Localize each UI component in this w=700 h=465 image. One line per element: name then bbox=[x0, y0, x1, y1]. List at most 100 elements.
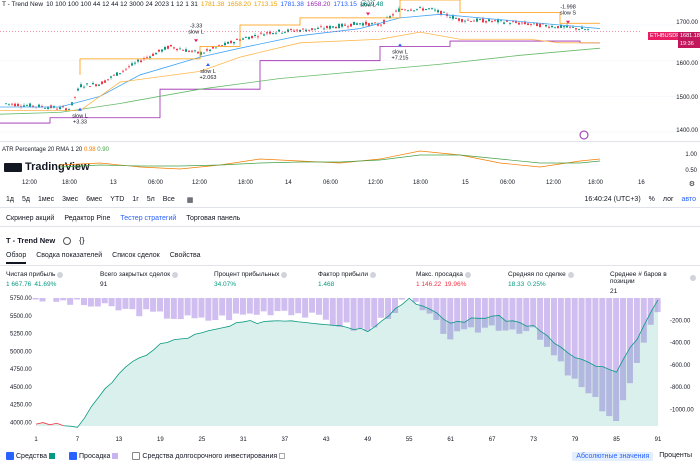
tab-trades-list[interactable]: Список сделок bbox=[112, 252, 160, 259]
calendar-icon[interactable]: ▦ bbox=[186, 196, 194, 204]
candle bbox=[341, 23, 343, 27]
tab-pine-editor[interactable]: Редактор Pine bbox=[64, 215, 111, 222]
tab-trading-panel[interactable]: Торговая панель bbox=[186, 215, 241, 222]
tab-properties[interactable]: Свойства bbox=[169, 252, 201, 259]
candle bbox=[491, 21, 493, 22]
candle bbox=[254, 34, 256, 36]
candle bbox=[224, 42, 226, 46]
candle bbox=[38, 104, 40, 108]
candle bbox=[209, 49, 211, 51]
strategy-name[interactable]: T - Trend New bbox=[2, 1, 44, 8]
equity-toggle[interactable]: Средства bbox=[6, 452, 59, 460]
percent-toggle[interactable]: % bbox=[648, 196, 655, 203]
symbol-name: ETHBUSDPERP bbox=[650, 33, 692, 39]
alert-icon bbox=[579, 130, 589, 140]
price-axis[interactable]: 1700.00 1600.00 1500.00 1400.00 bbox=[676, 0, 700, 142]
drawdown-bar bbox=[191, 298, 198, 319]
clock[interactable]: 16:40:24 (UTC+3) bbox=[584, 196, 641, 203]
candle bbox=[146, 57, 148, 59]
buy-arrow-icon bbox=[398, 43, 402, 47]
drawdown-bar bbox=[246, 298, 253, 314]
candle bbox=[98, 84, 100, 86]
candle bbox=[137, 59, 139, 62]
candle bbox=[389, 16, 391, 18]
drawdown-bar bbox=[170, 298, 177, 319]
drawdown-bar bbox=[537, 298, 544, 340]
atr-pane[interactable] bbox=[0, 145, 700, 180]
candle bbox=[80, 84, 82, 88]
code-icon[interactable]: {} bbox=[79, 236, 85, 245]
timeframe-3m[interactable]: 3мес bbox=[62, 196, 79, 203]
time-axis[interactable]: 12:00 18:00 13 06:00 12:00 18:00 14 06:0… bbox=[0, 180, 660, 190]
candle bbox=[122, 70, 124, 72]
tab-performance-summary[interactable]: Сводка показателей bbox=[36, 252, 103, 259]
info-icon bbox=[690, 275, 696, 281]
timeframe-1m[interactable]: 1мес bbox=[37, 196, 55, 203]
legend-value: 1658.20 bbox=[227, 1, 251, 8]
drawdown-bar bbox=[467, 298, 475, 328]
drawdown-bar bbox=[150, 298, 157, 312]
atr-label[interactable]: ATR Percentage 20 RMA 1 20 bbox=[2, 147, 83, 153]
drawdown-bar bbox=[253, 298, 260, 315]
candle bbox=[161, 49, 163, 52]
drawdown-bar bbox=[212, 298, 219, 321]
candle bbox=[476, 18, 478, 22]
candle bbox=[527, 23, 529, 25]
timeframe-6m[interactable]: 6мес bbox=[86, 196, 103, 203]
left-axis-tick: 5250.00 bbox=[10, 332, 32, 338]
drawdown-bar bbox=[67, 298, 74, 305]
candle bbox=[170, 44, 172, 47]
percent-values-toggle[interactable]: Проценты bbox=[659, 451, 692, 459]
timeframe-all[interactable]: Все bbox=[162, 196, 175, 203]
candle bbox=[566, 25, 568, 28]
left-axis-tick: 4000.00 bbox=[10, 420, 32, 426]
candle bbox=[221, 45, 223, 47]
candle bbox=[149, 56, 151, 58]
x-axis-tick: 25 bbox=[199, 437, 206, 443]
tab-strategy-tester[interactable]: Тестер стратегий bbox=[120, 215, 177, 222]
candle bbox=[41, 106, 43, 107]
candle bbox=[308, 29, 310, 31]
trade-label: slow L bbox=[360, 3, 376, 9]
auto-toggle[interactable]: авто bbox=[681, 196, 696, 203]
tab-stock-screener[interactable]: Скринер акций bbox=[6, 215, 55, 222]
timeframe-5y[interactable]: 5л bbox=[146, 196, 155, 203]
candle bbox=[302, 28, 304, 30]
timeframe-5d[interactable]: 5д bbox=[21, 196, 30, 203]
x-axis-tick: 73 bbox=[530, 437, 537, 443]
tab-overview[interactable]: Обзор bbox=[6, 252, 27, 264]
sell-arrow-icon bbox=[566, 20, 570, 24]
drawdown-bar bbox=[454, 298, 461, 332]
buy-arrow-icon bbox=[78, 107, 82, 111]
drawdown-bar bbox=[74, 298, 81, 300]
timeframe-1y[interactable]: 1г bbox=[132, 196, 139, 203]
strategy-title[interactable]: T - Trend New bbox=[6, 236, 56, 245]
absolute-values-toggle[interactable]: Абсолютные значения bbox=[572, 451, 654, 461]
candle bbox=[440, 10, 442, 15]
candle bbox=[347, 26, 349, 28]
equity-chart[interactable]: 5750.00 5500.00 5250.00 5000.00 4750.00 4500.… bbox=[0, 292, 700, 447]
candle bbox=[257, 36, 259, 38]
candle bbox=[473, 20, 475, 22]
candle bbox=[404, 9, 406, 11]
candle bbox=[539, 23, 541, 28]
buyhold-toggle[interactable]: Средства долгосрочного инвестирования bbox=[132, 452, 289, 460]
candle bbox=[296, 29, 298, 31]
candle bbox=[479, 18, 481, 20]
strategy-params: 10 100 100 100 44 12 44 12 3000 24 2023 … bbox=[46, 1, 198, 8]
drawdown-toggle[interactable]: Просадка bbox=[69, 452, 122, 460]
gear-icon[interactable]: ⚙ bbox=[688, 181, 695, 188]
candle bbox=[563, 26, 565, 28]
time-tick: 18:00 bbox=[413, 180, 429, 186]
timeframe-ytd[interactable]: YTD bbox=[110, 196, 125, 203]
candle bbox=[248, 37, 250, 40]
log-toggle[interactable]: лог bbox=[662, 196, 674, 203]
candle bbox=[86, 83, 88, 85]
atr-tick: 1.00 bbox=[685, 152, 697, 158]
timeframe-1d[interactable]: 1д bbox=[6, 196, 14, 203]
settings-icon[interactable] bbox=[63, 236, 72, 245]
drawdown-bar bbox=[544, 298, 551, 347]
candle bbox=[452, 15, 454, 19]
drawdown-bar bbox=[226, 298, 233, 321]
